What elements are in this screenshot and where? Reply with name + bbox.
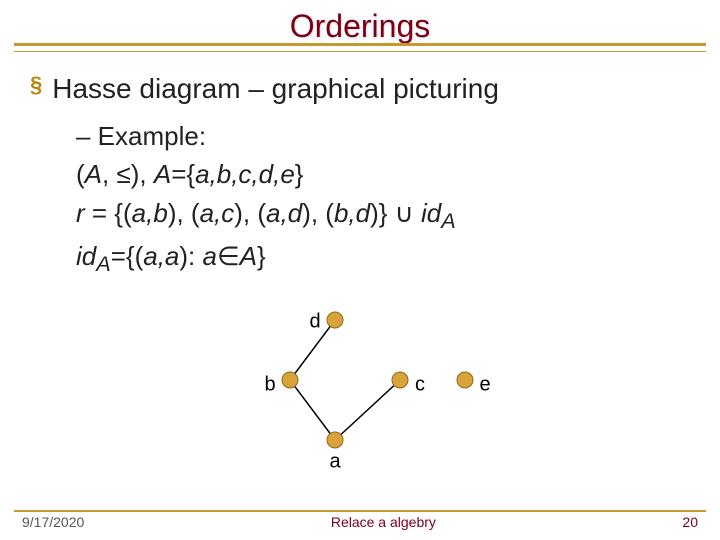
hasse-diagram: a b c d e [250, 300, 510, 470]
edge-a-c [335, 380, 400, 440]
footer: 9/17/2020 Relace a algebry 20 [0, 510, 720, 540]
node-a [327, 432, 343, 448]
content-area: § Hasse diagram – graphical picturing – … [0, 56, 720, 280]
line-relation: r = {(a,b), (a,c), (a,d), (b,d)} ∪ idA [76, 195, 690, 237]
node-label-d: d [309, 310, 320, 332]
footer-line [14, 510, 706, 512]
identity-pre: id [76, 241, 96, 271]
heading-text: Hasse diagram – graphical picturing [52, 70, 499, 108]
bullet-icon: § [30, 70, 42, 101]
node-label-e: e [479, 373, 490, 395]
title-underline-thick [14, 43, 706, 46]
node-c [392, 372, 408, 388]
example-block: – Example: (A, ≤), A={a,b,c,d,e} r = {(a… [76, 118, 690, 280]
relation-sub: A [441, 208, 455, 233]
title-bar: Orderings [0, 0, 720, 56]
line-identity: idA={(a,a): a∈A} [76, 238, 690, 280]
title-underline-thin [14, 51, 706, 53]
identity-sub: A [96, 251, 110, 276]
identity-post: ={(a,a): a∈A} [111, 241, 266, 271]
main-bullet: § Hasse diagram – graphical picturing [30, 70, 690, 108]
node-d [327, 312, 343, 328]
example-label: – Example: [76, 118, 690, 154]
edge-a-b [290, 380, 335, 440]
line-set: (A, ≤), A={a,b,c,d,e} [76, 156, 690, 192]
slide-title: Orderings [0, 8, 720, 45]
footer-date: 9/17/2020 [22, 514, 84, 530]
footer-page: 20 [682, 514, 698, 530]
node-e [457, 372, 473, 388]
node-label-c: c [415, 373, 425, 395]
node-label-b: b [264, 373, 275, 395]
node-b [282, 372, 298, 388]
footer-title: Relace a algebry [331, 514, 436, 530]
node-label-a: a [329, 450, 341, 470]
